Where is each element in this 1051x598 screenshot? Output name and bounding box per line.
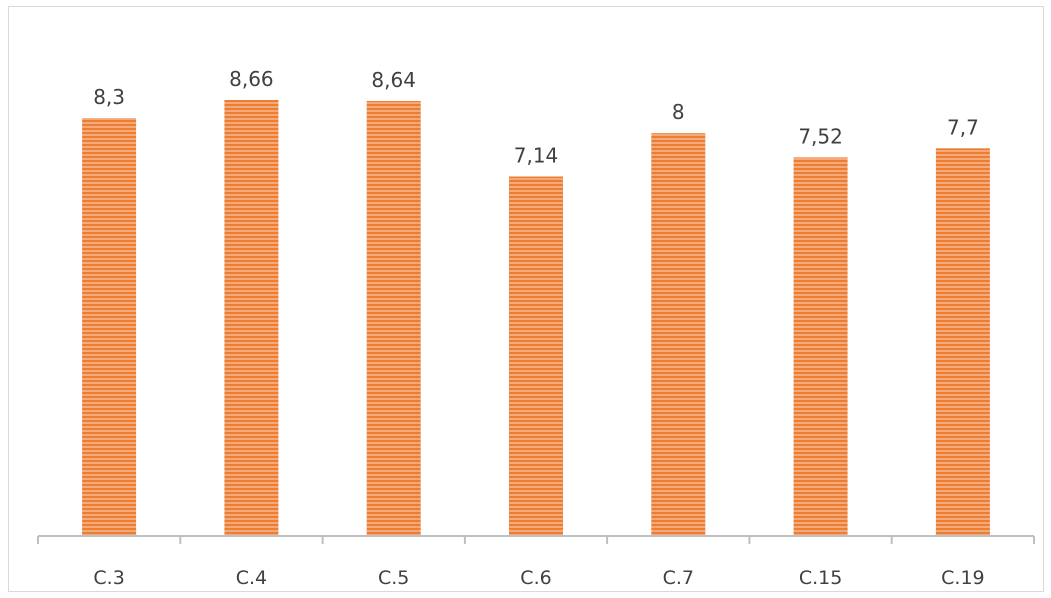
bar-C.4: [224, 100, 279, 536]
data-labels: 8,3 8,66 8,64 7,14 8 7,52 7,7: [93, 67, 979, 168]
x-tick-label-C.5: C.5: [378, 567, 409, 589]
data-label-C.15: 7,52: [798, 124, 843, 148]
x-tick-label-C.6: C.6: [520, 567, 551, 589]
data-label-C.19: 7,7: [947, 115, 979, 139]
x-tick-label-C.7: C.7: [663, 567, 694, 589]
data-label-C.3: 8,3: [93, 85, 125, 109]
bar-C.19: [935, 148, 990, 537]
x-tick-label-C.4: C.4: [236, 567, 267, 589]
x-axis: C.3 C.4 C.5 C.6 C.7 C.15 C.19: [37, 535, 1035, 589]
data-label-C.6: 7,14: [514, 144, 559, 168]
data-label-C.7: 8: [672, 100, 685, 124]
bar-series: [82, 100, 990, 537]
bar-C.6: [509, 176, 563, 536]
data-label-C.5: 8,64: [371, 68, 416, 92]
bar-C.15: [793, 157, 848, 536]
x-tick-label-C.15: C.15: [799, 567, 842, 589]
bar-C.5: [366, 101, 421, 536]
data-label-C.4: 8,66: [229, 67, 274, 91]
bar-C.3: [82, 118, 137, 536]
x-tick-label-C.19: C.19: [941, 567, 984, 589]
bar-C.7: [651, 133, 706, 536]
x-tick-label-C.3: C.3: [93, 567, 124, 589]
